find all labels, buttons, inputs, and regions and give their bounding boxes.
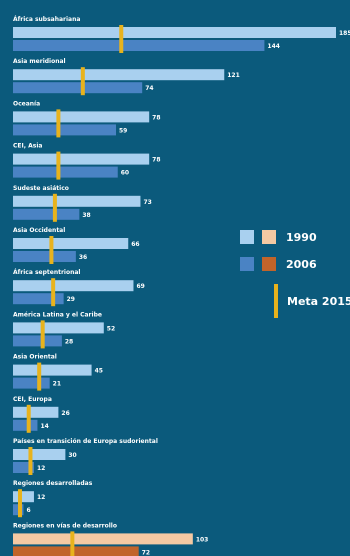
value-label-2006: 29	[67, 296, 75, 303]
value-label-1990: 52	[107, 325, 115, 332]
target-marker-2015	[28, 447, 33, 475]
target-marker-2015	[56, 151, 61, 180]
bar-1990	[13, 449, 66, 460]
bar-2006	[13, 124, 117, 136]
value-label-2006: 36	[79, 254, 87, 261]
value-label-1990: 66	[131, 241, 139, 248]
category-label: Asia Occidental	[13, 227, 65, 234]
value-label-1990: 78	[152, 114, 160, 121]
bar-2006	[13, 335, 62, 347]
category-label: Regiones en vías de desarrollo	[13, 522, 117, 529]
target-marker-2015	[80, 67, 85, 96]
target-marker-2015	[56, 109, 61, 138]
target-marker-2015	[51, 278, 56, 307]
bar-2006	[13, 166, 118, 178]
category-label: África subsahariana	[13, 16, 80, 23]
value-label-1990: 121	[227, 72, 240, 79]
bar-1990	[13, 153, 150, 165]
category-label: Regiones desarrolladas	[13, 480, 93, 487]
category-label: Sudeste asiático	[13, 185, 69, 192]
value-label-2006: 59	[119, 127, 127, 134]
value-label-2006: 72	[142, 549, 150, 556]
value-label-1990: 78	[152, 157, 160, 164]
value-label-1990: 73	[143, 199, 151, 206]
bar-2006	[13, 546, 139, 556]
bar-1990	[13, 111, 150, 123]
legend-swatch-2006	[240, 257, 254, 271]
category-label: América Latina y el Caribe	[13, 311, 102, 318]
value-label-2006: 74	[145, 85, 153, 92]
category-label: Países en transición de Europa sudorient…	[13, 438, 158, 445]
bar-1990	[13, 27, 336, 38]
value-label-1990: 26	[61, 410, 69, 417]
bar-2006	[13, 251, 76, 262]
bar-1990	[13, 280, 134, 292]
target-marker-2015	[49, 236, 54, 264]
value-label-2006: 144	[267, 43, 280, 50]
value-label-1990: 69	[136, 283, 144, 290]
bar-2006	[13, 462, 34, 473]
target-marker-2015	[40, 320, 45, 349]
category-label: CEI, Europa	[13, 396, 52, 403]
bar-2006	[13, 377, 50, 389]
legend-swatch-target	[274, 284, 278, 318]
bar-2006	[13, 293, 64, 305]
value-label-1990: 30	[68, 452, 76, 459]
bar-1990	[13, 533, 193, 545]
bar-1990	[13, 238, 129, 249]
legend-swatch-2006-highlight	[262, 257, 276, 271]
value-label-2006: 21	[53, 381, 61, 388]
target-marker-2015	[70, 531, 75, 556]
category-label: CEI, Asia	[13, 143, 42, 150]
category-label: Asia meridional	[13, 58, 66, 65]
value-label-2006: 6	[26, 507, 30, 514]
legend-label-1990: 1990	[286, 231, 317, 244]
bar-1990	[13, 69, 225, 81]
legend-swatch-1990	[240, 230, 254, 244]
target-marker-2015	[26, 404, 31, 433]
legend: 1990 2006 Meta 2015	[240, 230, 350, 318]
value-label-2006: 28	[65, 338, 73, 345]
legend-swatch-1990-highlight	[262, 230, 276, 244]
value-label-2006: 60	[121, 170, 129, 177]
value-label-2006: 38	[82, 212, 90, 219]
bar-2006	[13, 419, 38, 431]
target-marker-2015	[119, 25, 124, 53]
bar-2006	[13, 82, 143, 94]
bar-2006	[13, 208, 80, 220]
bar-1990	[13, 195, 141, 207]
target-marker-2015	[37, 362, 42, 391]
category-label: Oceanía	[13, 100, 40, 107]
category-label: África septentrional	[13, 269, 81, 276]
value-label-1990: 103	[196, 536, 209, 543]
category-label: Asia Oriental	[13, 354, 57, 361]
bar-1990	[13, 491, 34, 503]
value-label-1990: 185	[339, 30, 350, 37]
legend-label-2006: 2006	[286, 258, 317, 271]
target-marker-2015	[17, 489, 22, 518]
bar-1990	[13, 364, 92, 376]
target-marker-2015	[52, 193, 57, 222]
value-label-1990: 12	[37, 494, 45, 501]
bar-1990	[13, 322, 104, 334]
value-label-2006: 12	[37, 465, 45, 472]
bar-1990	[13, 406, 59, 418]
value-label-1990: 45	[95, 368, 103, 375]
legend-label-target: Meta 2015	[287, 295, 350, 308]
bars-layer: África subsahariana 185 144 Asia meridional…	[13, 16, 350, 556]
bar-2006	[13, 40, 265, 51]
value-label-2006: 14	[40, 423, 48, 430]
